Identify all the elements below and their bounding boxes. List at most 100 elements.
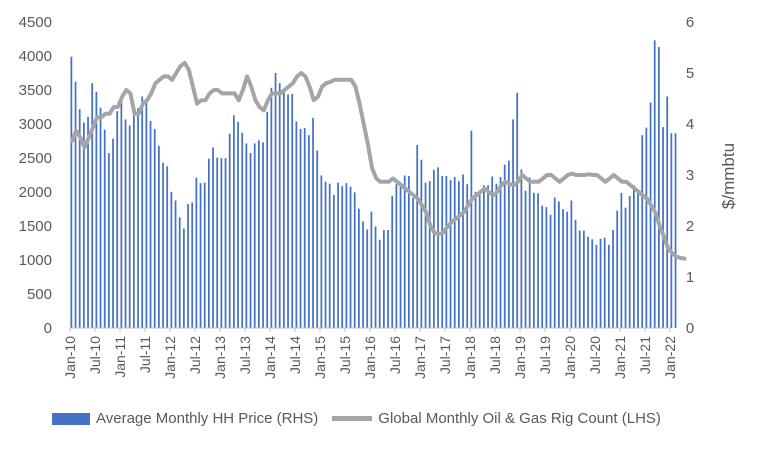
hh-price-bar <box>428 181 431 328</box>
hh-price-bar <box>483 185 485 328</box>
left-tick-label: 1500 <box>19 218 52 235</box>
hh-price-bar <box>253 143 256 328</box>
hh-price-bars <box>70 40 677 329</box>
hh-price-bar <box>424 182 427 328</box>
x-tick-label: Jan-10 <box>62 336 78 379</box>
hh-price-bar <box>99 107 102 329</box>
hh-price-bar <box>637 189 639 328</box>
hh-price-bar <box>387 230 389 328</box>
hh-price-bar <box>383 230 385 328</box>
hh-price-bar <box>537 193 539 328</box>
left-tick-label: 3500 <box>19 82 52 99</box>
x-tick-label: Jul-21 <box>637 336 653 374</box>
x-tick-label: Jul-11 <box>137 336 153 373</box>
hh-price-bar <box>458 181 460 328</box>
hh-price-bar <box>295 121 298 328</box>
hh-price-bar <box>353 192 356 328</box>
hh-price-bar <box>633 185 635 328</box>
hh-price-bar <box>645 127 648 328</box>
hh-price-bar <box>183 228 185 328</box>
hh-price-bar <box>545 207 548 328</box>
hh-price-bar <box>399 184 402 328</box>
hh-price-bar <box>591 239 594 328</box>
hh-price-bar <box>670 133 673 328</box>
hh-price-bar <box>508 160 510 328</box>
hh-price-bar <box>287 94 289 328</box>
x-tick-label: Jul-18 <box>487 336 503 374</box>
hh-price-bar <box>195 177 198 328</box>
x-tick-label: Jan-14 <box>262 336 278 379</box>
x-tick-label: Jan-21 <box>612 336 628 379</box>
hh-price-bar <box>512 119 514 328</box>
hh-price-bar <box>628 195 631 328</box>
hh-price-bar <box>178 217 181 328</box>
legend-item-hh-price: Average Monthly HH Price (RHS) <box>52 410 318 427</box>
hh-price-bar <box>528 177 531 328</box>
hh-price-bar <box>149 120 152 328</box>
x-tick-label: Jan-19 <box>512 336 528 379</box>
hh-price-bar <box>141 96 144 329</box>
hh-price-bar <box>320 175 323 328</box>
left-tick-label: 2500 <box>19 150 52 167</box>
hh-price-bar <box>420 159 423 328</box>
hh-price-bar <box>578 230 581 328</box>
hh-price-bar <box>624 207 627 328</box>
right-tick-label: 4 <box>686 116 694 133</box>
hh-price-bar <box>328 183 331 328</box>
x-tick-label: Jul-10 <box>87 336 103 374</box>
hh-price-bar <box>291 93 294 328</box>
hh-price-bar <box>466 184 469 328</box>
hh-price-bar <box>316 150 319 328</box>
hh-price-bar <box>349 186 352 328</box>
hh-price-bar <box>608 244 610 328</box>
hh-price-bar <box>162 162 164 328</box>
hh-price-bar <box>299 129 302 328</box>
x-tick-label: Jan-22 <box>662 336 678 379</box>
x-tick-label: Jan-11 <box>112 336 128 378</box>
hh-price-bar <box>662 127 664 328</box>
hh-price-bar <box>378 239 381 328</box>
hh-price-bar <box>70 56 73 329</box>
hh-price-bar <box>170 191 173 328</box>
hh-price-bar <box>128 125 131 328</box>
hh-price-bar <box>599 238 602 328</box>
hh-price-bar <box>620 192 623 328</box>
hh-price-bar <box>574 219 577 328</box>
legend-bar-swatch <box>52 412 90 425</box>
x-tick-label: Jan-15 <box>312 336 328 379</box>
x-tick-label: Jul-16 <box>387 336 403 374</box>
hh-price-bar <box>437 167 439 328</box>
hh-price-bar <box>524 190 527 328</box>
x-tick-label: Jan-16 <box>362 336 378 379</box>
rig-count-series-line <box>70 60 687 261</box>
hh-price-bar <box>112 138 114 328</box>
hh-price-bar <box>570 200 573 328</box>
hh-price-bar <box>91 83 94 328</box>
hh-price-bar <box>495 183 498 328</box>
hh-price-bar <box>233 115 235 328</box>
hh-price-bar <box>208 158 210 328</box>
x-tick-label: Jul-14 <box>287 336 303 374</box>
x-axis: Jan-10 Jul-10 Jan-11 Jul-11 Jan-12 Jul-12 Jan-… <box>62 327 678 379</box>
hh-price-bar <box>345 183 348 328</box>
x-tick-label: Jul-12 <box>187 336 203 374</box>
hh-price-bar <box>583 230 585 328</box>
hh-price-bar <box>408 176 410 328</box>
hh-price-bar <box>362 221 364 328</box>
hh-price-bar <box>333 194 335 328</box>
hh-price-bar <box>374 226 377 328</box>
right-tick-label: 5 <box>686 65 694 82</box>
hh-price-bar <box>541 205 544 328</box>
hh-price-bar <box>103 129 106 328</box>
hh-price-bar <box>166 166 169 328</box>
hh-price-bar <box>324 181 327 328</box>
hh-price-bar <box>445 176 448 328</box>
hh-price-bar <box>491 176 494 328</box>
hh-price-bar <box>120 99 123 328</box>
hh-price-bar <box>612 230 614 328</box>
left-tick-label: 4000 <box>19 48 52 65</box>
hh-price-bar <box>587 236 589 328</box>
left-tick-label: 3000 <box>19 116 52 133</box>
x-tick-label: Jul-15 <box>337 336 353 374</box>
